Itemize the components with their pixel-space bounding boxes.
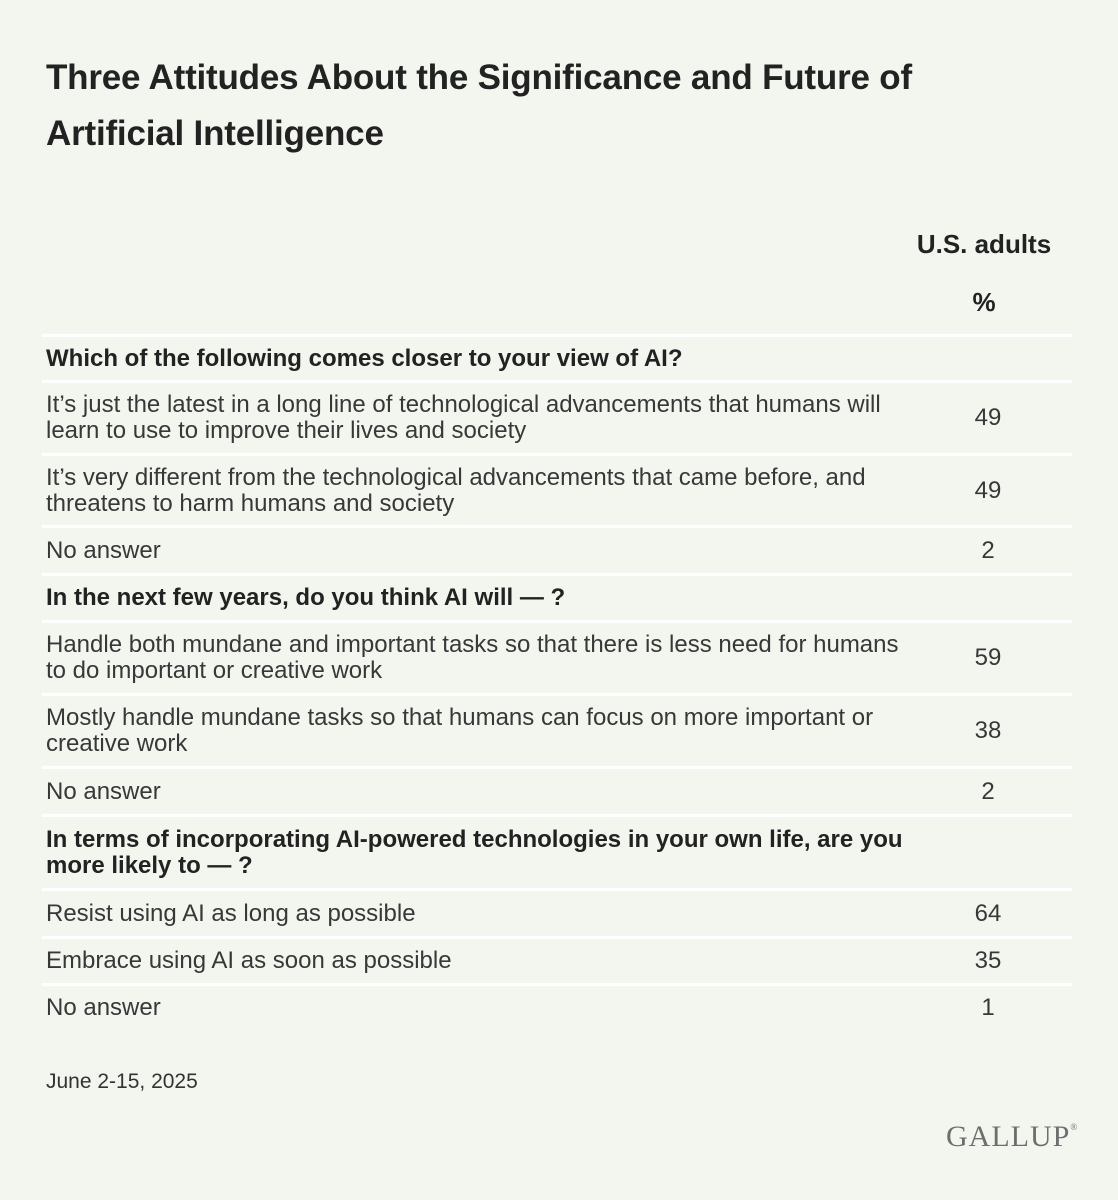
table-row: No answer 2 (42, 526, 1072, 575)
survey-date: June 2-15, 2025 (46, 1070, 198, 1093)
answer-value: 2 (981, 777, 995, 805)
answer-label: Resist using AI as long as possible (46, 899, 416, 927)
table-row: It’s very different from the technologic… (42, 454, 1072, 527)
survey-table: Which of the following comes closer to y… (42, 334, 1072, 1031)
table-row: Resist using AI as long as possible 64 (42, 889, 1072, 938)
answer-label: No answer (46, 994, 161, 1022)
answer-value: 59 (974, 644, 1002, 671)
answer-label: No answer (46, 777, 161, 805)
question-row: In the next few years, do you think AI w… (42, 574, 1072, 622)
table-row: No answer 2 (42, 767, 1072, 816)
answer-value: 64 (974, 899, 1002, 927)
answer-value: 35 (974, 947, 1002, 974)
answer-label: Embrace using AI as soon as possible (46, 947, 452, 974)
answer-label: Mostly handle mundane tasks so that huma… (46, 704, 874, 757)
answer-label: No answer (46, 536, 161, 564)
answer-value: 38 (974, 717, 1002, 744)
table-row: It’s just the latest in a long line of t… (42, 381, 1072, 455)
table-row: Embrace using AI as soon as possible 35 (42, 937, 1072, 985)
gallup-logo: GALLUP® (946, 1120, 1078, 1154)
table-row: Handle both mundane and important tasks … (42, 621, 1072, 695)
question-text: Which of the following comes closer to y… (46, 344, 683, 372)
question-row: Which of the following comes closer to y… (42, 335, 1072, 382)
table-row: No answer 1 (42, 984, 1072, 1031)
answer-value: 1 (981, 994, 995, 1022)
answer-value: 49 (974, 404, 1002, 431)
answer-value: 49 (974, 476, 1002, 504)
answer-label: It’s very different from the technologic… (46, 463, 866, 517)
answer-label: Handle both mundane and important tasks … (46, 631, 899, 684)
answer-label: It’s just the latest in a long line of t… (46, 391, 881, 444)
chart-title: Three Attitudes About the Significance a… (46, 58, 912, 153)
registered-mark: ® (1070, 1122, 1079, 1132)
column-header-group: U.S. adults (916, 229, 1052, 259)
question-text: In terms of incorporating AI-powered tec… (46, 825, 903, 879)
answer-value: 2 (981, 536, 995, 564)
question-text: In the next few years, do you think AI w… (46, 584, 566, 611)
column-header-unit: % (972, 287, 996, 317)
logo-text: GALLUP (946, 1120, 1071, 1153)
table-row: Mostly handle mundane tasks so that huma… (42, 694, 1072, 768)
question-row: In terms of incorporating AI-powered tec… (42, 815, 1072, 890)
